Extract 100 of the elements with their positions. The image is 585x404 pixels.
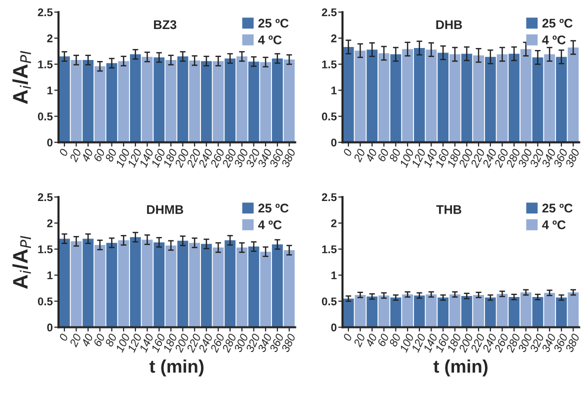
bar	[426, 50, 437, 142]
y-tick-label: 0.5	[322, 297, 337, 306]
legend-label: 25 ºC	[542, 18, 573, 28]
y-axis-title: A$_{i}$/A$_{PI}$	[12, 50, 31, 104]
y-tick-label: 0	[331, 324, 336, 332]
bar	[236, 248, 248, 328]
legend-label: 25 ºC	[258, 204, 289, 213]
y-tick-label: 2	[331, 34, 336, 42]
bar	[556, 56, 567, 142]
x-tick-label: 0	[58, 333, 68, 342]
bar	[118, 240, 130, 328]
x-axis-title: t (min)	[149, 360, 204, 376]
bar	[484, 56, 496, 142]
bar	[366, 50, 378, 142]
bar	[154, 242, 165, 328]
bar	[342, 47, 354, 142]
text: BZ3	[154, 20, 176, 30]
x-tick-label: 20	[353, 333, 366, 348]
bar	[532, 57, 544, 142]
x-tick-label: 140	[139, 148, 154, 168]
legend-label: 25 ºC	[542, 204, 573, 213]
bar	[224, 240, 236, 328]
bar	[142, 240, 153, 328]
bar	[189, 242, 200, 328]
y-tick-label: 2.5	[322, 193, 337, 202]
x-tick-label: 20	[69, 148, 82, 163]
legend-label: 4 ºC	[542, 35, 566, 44]
x-tick-label: 80	[104, 148, 118, 162]
bar	[272, 244, 283, 328]
legend-label: 4 ºC	[258, 220, 282, 230]
text: THB	[436, 205, 462, 214]
bar	[212, 248, 224, 328]
y-tick-label: 2	[47, 34, 52, 42]
bar	[390, 54, 402, 142]
x-tick-label: 40	[81, 148, 94, 162]
y-tick-label: 1	[47, 272, 53, 280]
y-tick-label: 0	[47, 324, 52, 332]
x-tick-label: 380	[281, 333, 296, 353]
y-tick-label: 1	[331, 272, 337, 280]
bar	[414, 48, 425, 142]
bar	[260, 252, 272, 328]
y-tick-label: 1.5	[38, 60, 53, 68]
bar	[354, 50, 366, 142]
x-tick-label: 380	[281, 148, 296, 168]
y-tick-label: 0.5	[322, 112, 337, 120]
text: DHMB	[147, 205, 184, 214]
x-tick-label: 40	[81, 333, 94, 348]
bar	[402, 49, 414, 142]
y-tick-label: 1.5	[322, 60, 337, 68]
bar	[130, 237, 141, 328]
y-tick-label: 1.5	[38, 245, 53, 254]
y-tick-label: 0	[47, 138, 52, 146]
x-tick-label: 80	[388, 333, 402, 348]
x-tick-label: 60	[93, 333, 106, 347]
x-tick-label: 380	[565, 333, 580, 353]
x-tick-label: 80	[104, 333, 118, 348]
legend-label: 4 ºC	[542, 220, 566, 230]
bar	[70, 241, 82, 328]
bar	[106, 242, 118, 328]
x-tick-label: 380	[565, 148, 580, 168]
y-tick-label: 0.5	[38, 297, 53, 306]
y-tick-label: 0	[331, 138, 336, 146]
bar	[165, 245, 176, 328]
bar	[284, 250, 295, 328]
x-tick-label: 40	[365, 148, 378, 162]
x-tick-label: 20	[69, 333, 82, 348]
bar	[508, 54, 520, 142]
bar	[461, 54, 472, 142]
text: DHB	[436, 20, 462, 29]
x-axis-title: t (min)	[433, 360, 488, 376]
x-tick-label: 0	[58, 148, 68, 156]
bar	[378, 53, 390, 142]
x-tick-label: 20	[353, 148, 366, 163]
y-tick-label: 2	[331, 219, 336, 228]
y-tick-label: 1.5	[322, 245, 337, 254]
y-tick-label: 2.5	[322, 8, 337, 16]
x-tick-label: 60	[93, 148, 106, 162]
y-tick-label: 2	[47, 219, 52, 228]
y-tick-label: 1	[47, 86, 53, 94]
bar	[544, 54, 556, 142]
x-tick-label: 0	[342, 148, 352, 156]
x-tick-label: 140	[139, 333, 154, 353]
y-tick-label: 0.5	[38, 112, 53, 120]
bar	[177, 240, 188, 328]
x-tick-label: 40	[365, 333, 378, 348]
x-tick-label: 140	[423, 333, 438, 353]
bar	[520, 49, 532, 142]
x-tick-label: 140	[423, 148, 438, 168]
x-tick-label: 0	[342, 333, 352, 342]
legend-label: 4 ºC	[258, 35, 282, 44]
bar	[438, 52, 449, 142]
y-tick-label: 2.5	[38, 193, 53, 202]
x-tick-label: 60	[377, 148, 390, 162]
bar	[568, 48, 579, 142]
bar	[449, 54, 460, 142]
bar	[58, 238, 70, 328]
x-tick-label: 60	[377, 333, 390, 347]
bar	[496, 54, 508, 142]
bar	[82, 238, 94, 328]
y-axis-title: A$_{i}$/A$_{PI}$	[12, 236, 31, 289]
